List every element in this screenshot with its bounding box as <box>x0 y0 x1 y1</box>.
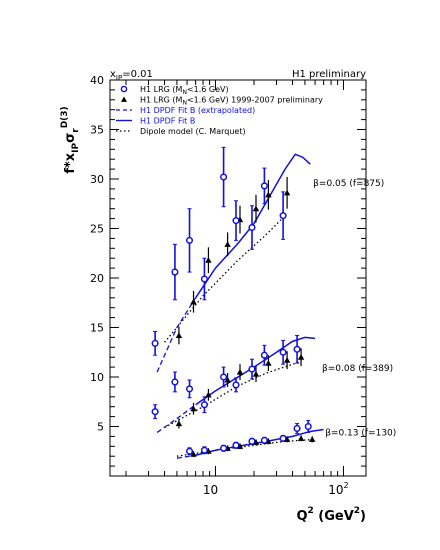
open-circle-point <box>260 182 268 190</box>
y-axis-label: f*xIPσrD(3) <box>60 106 81 173</box>
open-circle-point <box>248 365 256 373</box>
legend-entry: H1 DPDF Fit B (extrapolated) <box>116 106 255 115</box>
x-tick-label: 102 <box>328 481 348 497</box>
fit-b-extrapolated-curve <box>176 454 196 459</box>
open-circle-point <box>232 217 240 225</box>
legend: H1 LRG (MN<1.6 GeV)H1 LRG (MN<1.6 GeV) 1… <box>116 85 323 136</box>
y-tick-label: 15 <box>90 322 104 335</box>
triangle-point <box>309 436 316 442</box>
triangle-point <box>283 356 291 363</box>
open-circle-point <box>171 378 179 386</box>
triangle-point <box>224 241 231 247</box>
triangle-point <box>252 370 260 377</box>
triangle-point <box>190 298 197 305</box>
open-circle-point <box>279 348 287 356</box>
triangle-point <box>205 391 212 398</box>
x-axis-label: Q2 (GeV2) <box>296 506 366 524</box>
triangle-point <box>205 256 212 263</box>
fit-b-curve <box>195 153 311 299</box>
open-circle-point <box>185 447 194 455</box>
triangle-point <box>236 368 244 375</box>
legend-entry: H1 LRG (MN<1.6 GeV) 1999-2007 preliminar… <box>121 96 323 107</box>
legend-label: H1 LRG (MN<1.6 GeV) <box>140 85 229 96</box>
fit-b-extrapolated-curve <box>156 404 197 433</box>
open-circle-point <box>293 424 301 433</box>
y-tick-label: 40 <box>90 74 104 87</box>
x-tick-label: 10 <box>203 483 218 497</box>
legend-entry: H1 DPDF Fit B <box>116 117 195 126</box>
plot-frame <box>109 79 367 477</box>
legend-label: Dipole model (C. Marquet) <box>140 127 246 136</box>
open-circle-point <box>232 441 240 449</box>
open-circle-point <box>220 173 228 181</box>
legend-entry: H1 LRG (MN<1.6 GeV) <box>120 85 229 96</box>
open-circle-point <box>200 275 208 283</box>
open-circle-point <box>279 212 287 220</box>
triangle-point <box>224 376 231 383</box>
open-circle-point <box>220 444 228 452</box>
triangle-point <box>190 405 197 412</box>
legend-label: H1 DPDF Fit B (extrapolated) <box>140 106 255 115</box>
open-circle-point <box>279 434 287 442</box>
triangle-point <box>265 191 272 198</box>
legend-triangle-icon <box>121 96 127 102</box>
labels: Q2 (GeV2) f*xIPσrD(3) xIP=0.01 H1 prelimina… <box>60 69 396 524</box>
beta-group-label: β=0.08 (f=389) <box>322 364 393 374</box>
triangle-point <box>297 435 305 441</box>
open-circle-point <box>248 223 256 232</box>
open-circle-point <box>304 422 312 431</box>
triangle-point <box>252 205 260 212</box>
fit-b-extrapolated-curve <box>156 297 197 373</box>
y-tick-label: 35 <box>90 124 104 137</box>
open-circle-point <box>171 268 179 276</box>
y-tick-label: 20 <box>90 272 104 285</box>
open-circle-point <box>185 385 194 393</box>
open-circle-point <box>151 339 159 347</box>
xip-label: xIP=0.01 <box>110 69 153 82</box>
y-tick-label: 30 <box>90 173 104 186</box>
triangle-point <box>265 359 272 366</box>
open-circle-point <box>185 236 194 244</box>
legend-label: H1 LRG (MN<1.6 GeV) 1999-2007 preliminar… <box>140 96 323 107</box>
y-tick-label: 10 <box>90 371 104 384</box>
fit-b-curve <box>195 428 324 456</box>
triangle-point <box>175 420 183 427</box>
open-circle-point <box>200 446 208 454</box>
open-circle-point <box>260 436 268 444</box>
legend-open-circle-icon <box>120 85 128 93</box>
triangle-point <box>175 332 183 338</box>
open-circle-point <box>260 351 268 359</box>
axes: 5 10 15 20 25 30 35 40 10 102 <box>90 74 366 497</box>
data-points <box>151 146 316 458</box>
open-circle-point <box>248 437 256 445</box>
beta-group-label: β=0.05 (f=875) <box>313 179 384 189</box>
open-circle-point <box>220 373 228 381</box>
open-circle-point <box>151 408 159 416</box>
beta-group-label: β=0.13 (f=130) <box>325 428 396 438</box>
y-tick-label: 5 <box>97 421 104 434</box>
open-circle-point <box>232 381 240 389</box>
legend-label: H1 DPDF Fit B <box>140 117 195 126</box>
legend-entry: Dipole model (C. Marquet) <box>116 127 246 136</box>
open-circle-point <box>293 345 301 353</box>
y-tick-label: 25 <box>90 223 104 236</box>
model-curves <box>156 153 324 459</box>
fit-b-curve <box>195 336 316 406</box>
triangle-point <box>283 189 291 196</box>
dipole-model-curve <box>164 215 286 343</box>
triangle-point <box>297 354 305 360</box>
dipole-model-curve <box>176 438 316 457</box>
triangle-point <box>190 451 197 457</box>
preliminary-label: H1 preliminary <box>292 69 366 80</box>
open-circle-point <box>200 401 208 409</box>
dipole-model-curve <box>164 361 300 429</box>
plot-border <box>109 79 367 477</box>
